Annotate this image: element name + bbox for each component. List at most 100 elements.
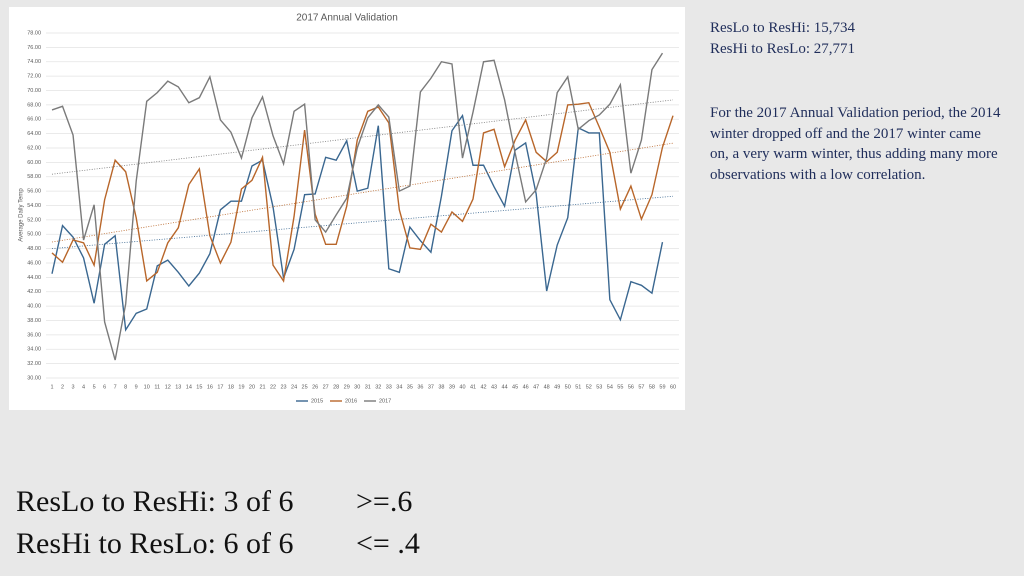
summary-threshold: <= .4	[356, 527, 420, 560]
x-tick-label: 23	[280, 384, 286, 390]
x-tick-label: 54	[607, 384, 613, 390]
x-tick-label: 18	[228, 384, 234, 390]
x-tick-label: 17	[217, 384, 223, 390]
trendline	[51, 195, 674, 249]
x-tick-label: 6	[103, 384, 106, 390]
y-tick-label: 58.00	[27, 174, 41, 180]
x-tick-label: 40	[459, 384, 465, 390]
y-tick-label: 50.00	[27, 232, 41, 238]
x-tick-label: 50	[565, 384, 571, 390]
x-tick-label: 12	[165, 384, 171, 390]
y-tick-label: 56.00	[27, 189, 41, 195]
x-tick-label: 13	[175, 384, 181, 390]
y-tick-label: 74.00	[27, 59, 41, 65]
x-tick-label: 31	[365, 384, 371, 390]
trendline	[51, 99, 674, 175]
y-tick-label: 32.00	[27, 361, 41, 367]
y-tick-label: 78.00	[27, 30, 41, 36]
x-tick-label: 44	[502, 384, 508, 390]
x-tick-label: 5	[93, 384, 96, 390]
x-tick-label: 4	[82, 384, 85, 390]
x-tick-label: 45	[512, 384, 518, 390]
x-tick-label: 35	[407, 384, 413, 390]
x-tick-label: 20	[249, 384, 255, 390]
y-tick-label: 64.00	[27, 131, 41, 137]
x-tick-label: 49	[554, 384, 560, 390]
y-tick-label: 46.00	[27, 260, 41, 266]
x-tick-label: 33	[386, 384, 392, 390]
x-tick-label: 8	[124, 384, 127, 390]
x-tick-label: 42	[480, 384, 486, 390]
x-tick-label: 47	[533, 384, 539, 390]
x-tick-label: 52	[586, 384, 592, 390]
stat-line: ResLo to ResHi: 15,734	[710, 20, 855, 36]
x-tick-label: 16	[207, 384, 213, 390]
x-tick-label: 32	[375, 384, 381, 390]
x-tick-label: 56	[628, 384, 634, 390]
y-tick-label: 54.00	[27, 203, 41, 209]
summary-text: ResHi to ResLo: 6 of 6	[16, 527, 294, 560]
x-tick-label: 60	[670, 384, 676, 390]
x-tick-label: 46	[523, 384, 529, 390]
x-tick-label: 53	[596, 384, 602, 390]
trendline	[51, 142, 674, 243]
y-tick-label: 40.00	[27, 304, 41, 310]
legend-label: 2017	[379, 398, 391, 404]
x-tick-label: 26	[312, 384, 318, 390]
x-tick-label: 14	[186, 384, 192, 390]
x-tick-label: 7	[114, 384, 117, 390]
stat-line: ResHi to ResLo: 27,771	[710, 41, 855, 57]
paragraph: For the 2017 Annual Validation period, t…	[710, 105, 1001, 183]
series-line	[51, 52, 664, 361]
x-tick-label: 38	[438, 384, 444, 390]
y-tick-label: 44.00	[27, 275, 41, 281]
legend-label: 2016	[345, 398, 357, 404]
y-tick-label: 66.00	[27, 117, 41, 123]
x-tick-label: 57	[638, 384, 644, 390]
x-tick-label: 39	[449, 384, 455, 390]
x-tick-label: 15	[196, 384, 202, 390]
series-line	[51, 113, 664, 332]
x-tick-label: 3	[72, 384, 75, 390]
y-tick-label: 48.00	[27, 246, 41, 252]
x-tick-label: 58	[649, 384, 655, 390]
x-tick-label: 43	[491, 384, 497, 390]
x-tick-label: 51	[575, 384, 581, 390]
x-tick-label: 48	[544, 384, 550, 390]
y-tick-label: 30.00	[27, 375, 41, 381]
y-tick-label: 68.00	[27, 102, 41, 108]
x-tick-label: 55	[617, 384, 623, 390]
x-tick-label: 59	[659, 384, 665, 390]
x-tick-label: 27	[323, 384, 329, 390]
x-tick-label: 2	[61, 384, 64, 390]
y-tick-label: 52.00	[27, 217, 41, 223]
chart-title: 2017 Annual Validation	[296, 13, 398, 24]
summary-threshold: >=.6	[356, 485, 413, 518]
y-axis-label: Average Daily Temp	[19, 188, 25, 242]
y-tick-label: 36.00	[27, 332, 41, 338]
x-tick-label: 36	[417, 384, 423, 390]
y-tick-label: 62.00	[27, 145, 41, 151]
x-tick-label: 11	[154, 384, 160, 390]
y-tick-label: 60.00	[27, 160, 41, 166]
x-tick-label: 1	[50, 384, 53, 390]
series-line	[51, 101, 674, 283]
y-tick-label: 72.00	[27, 74, 41, 80]
x-tick-label: 10	[144, 384, 150, 390]
x-tick-label: 34	[396, 384, 402, 390]
x-tick-label: 22	[270, 384, 276, 390]
x-tick-label: 28	[333, 384, 339, 390]
y-tick-label: 38.00	[27, 318, 41, 324]
y-tick-label: 76.00	[27, 45, 41, 51]
x-tick-label: 30	[354, 384, 360, 390]
y-tick-label: 42.00	[27, 289, 41, 295]
x-tick-label: 41	[470, 384, 476, 390]
x-tick-label: 19	[238, 384, 244, 390]
y-tick-label: 34.00	[27, 347, 41, 353]
x-tick-label: 24	[291, 384, 297, 390]
y-tick-label: 70.00	[27, 88, 41, 94]
chart: 2017 Annual Validation Average Daily Tem…	[9, 7, 685, 410]
x-tick-label: 29	[344, 384, 350, 390]
x-tick-label: 25	[302, 384, 308, 390]
summary-text: ResLo to ResHi: 3 of 6	[16, 485, 294, 518]
